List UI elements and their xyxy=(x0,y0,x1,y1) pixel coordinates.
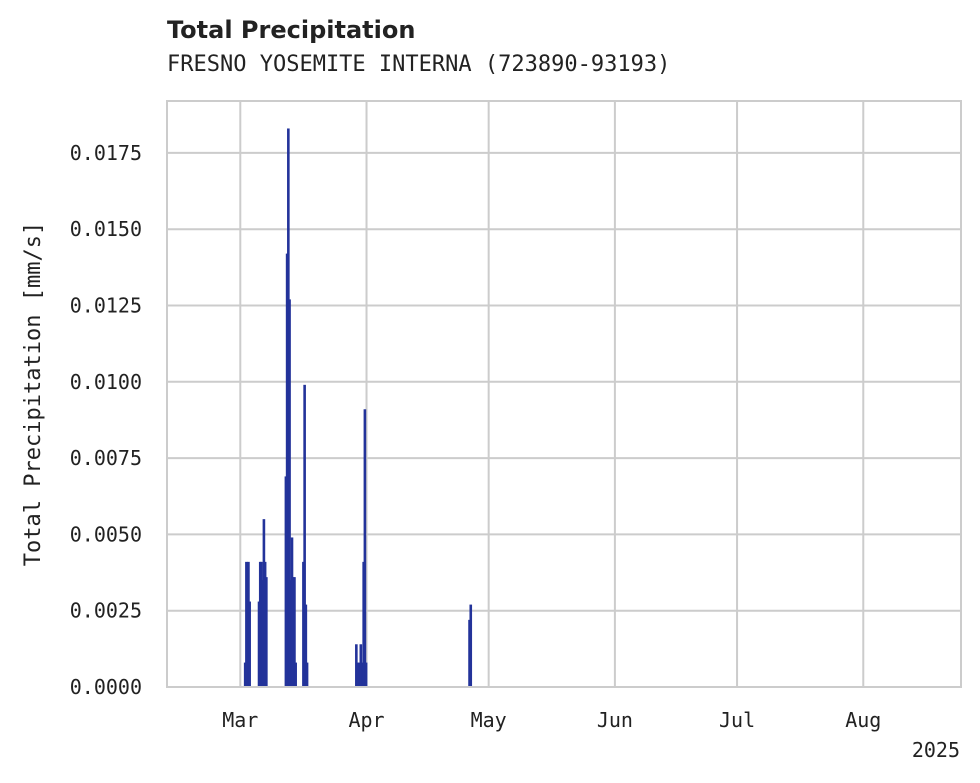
precipitation-bar xyxy=(469,604,473,687)
x-tick-labels: Mar Apr May Jun Jul Aug xyxy=(222,708,881,732)
y-tick-label: 0.0125 xyxy=(70,293,142,317)
precipitation-bar xyxy=(303,384,306,687)
precipitation-bar xyxy=(304,604,308,687)
y-tick-label: 0.0100 xyxy=(70,370,142,394)
x-tick-label: May xyxy=(471,708,507,732)
x-tick-label: Jun xyxy=(597,708,633,732)
y-tick-label: 0.0175 xyxy=(70,141,142,165)
x-tick-label: Mar xyxy=(222,708,258,732)
year-label: 2025 xyxy=(912,738,960,762)
x-tick-label: Aug xyxy=(845,708,881,732)
precipitation-bar xyxy=(356,662,359,687)
grid-layer xyxy=(167,101,961,688)
y-tick-label: 0.0000 xyxy=(70,675,142,699)
precipitation-bar xyxy=(265,577,268,688)
plot-frame xyxy=(166,100,962,688)
y-tick-label: 0.0150 xyxy=(70,217,142,241)
x-tick-label: Apr xyxy=(348,708,384,732)
y-axis-label: Total Precipitation [mm/s] xyxy=(21,222,46,566)
y-tick-label: 0.0050 xyxy=(70,522,142,546)
precipitation-bar xyxy=(288,299,291,687)
bars-layer xyxy=(243,128,473,688)
y-tick-label: 0.0075 xyxy=(70,446,142,470)
precipitation-bar xyxy=(245,561,248,687)
precipitation-bar xyxy=(293,577,296,688)
y-tick-labels: 0.0000 0.0025 0.0050 0.0075 0.0100 0.0125 0.01… xyxy=(70,141,142,699)
y-tick-label: 0.0025 xyxy=(70,599,142,623)
precipitation-bar xyxy=(363,409,367,687)
chart-title: Total Precipitation xyxy=(167,16,416,44)
chart-subtitle: FRESNO YOSEMITE INTERNA (723890-93193) xyxy=(167,52,671,77)
precipitation-bar xyxy=(364,662,368,687)
x-tick-label: Jul xyxy=(719,708,755,732)
precipitation-bar xyxy=(305,662,309,687)
precipitation-bar xyxy=(359,644,363,687)
precipitation-bar xyxy=(294,662,297,687)
precipitation-bar xyxy=(248,601,251,687)
